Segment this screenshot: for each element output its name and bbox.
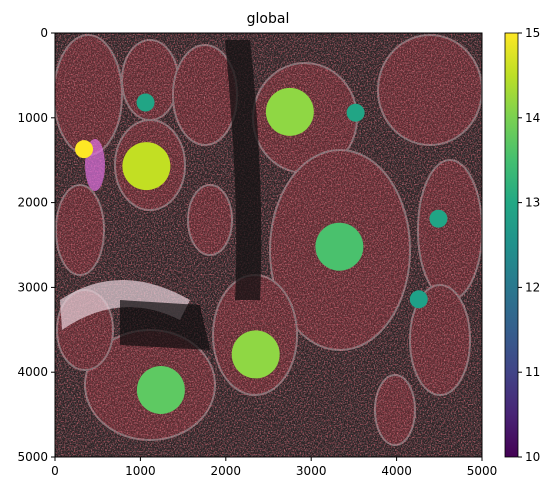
scatter-point-8 <box>409 290 428 309</box>
colorbar-tick-label: 13 <box>525 196 540 210</box>
y-tick-label: 2000 <box>17 196 48 210</box>
scatter-point-10 <box>136 366 185 415</box>
plot-frame <box>54 32 483 458</box>
x-tick-label: 2000 <box>211 464 242 478</box>
y-axis: 0 1000 2000 3000 4000 5000 <box>17 26 55 464</box>
x-tick-label: 1000 <box>125 464 156 478</box>
colorbar-tick-label: 14 <box>525 111 540 125</box>
scatter-point-6 <box>429 209 448 228</box>
scatter-point-4 <box>265 87 314 136</box>
tissue-background-image <box>55 33 482 457</box>
x-tick-label: 4000 <box>381 464 412 478</box>
y-tick-label: 4000 <box>17 365 48 379</box>
scatter-point-5 <box>346 103 365 122</box>
scatter-point-1 <box>75 140 94 159</box>
y-tick-label: 1000 <box>17 111 48 125</box>
scatter-point-3 <box>122 142 171 191</box>
y-tick-label: 3000 <box>17 280 48 294</box>
y-tick-label: 5000 <box>17 450 48 464</box>
colorbar <box>504 32 519 458</box>
x-tick-label: 5000 <box>467 464 498 478</box>
chart-title: global <box>247 11 290 27</box>
scatter-point-7 <box>315 222 364 271</box>
scatter-point-9 <box>231 330 280 379</box>
colorbar-tick-label: 15 <box>525 26 540 40</box>
x-tick-label: 0 <box>51 464 59 478</box>
scatter-points <box>75 87 448 415</box>
colorbar-axis: 10 11 12 13 14 15 <box>518 26 540 464</box>
scatter-point-2 <box>136 93 155 112</box>
x-axis: 0 1000 2000 3000 4000 5000 <box>51 457 497 478</box>
y-tick-label: 0 <box>40 26 48 40</box>
colorbar-tick-label: 11 <box>525 365 540 379</box>
colorbar-tick-label: 10 <box>525 450 540 464</box>
x-tick-label: 3000 <box>296 464 327 478</box>
colorbar-tick-label: 12 <box>525 280 540 294</box>
